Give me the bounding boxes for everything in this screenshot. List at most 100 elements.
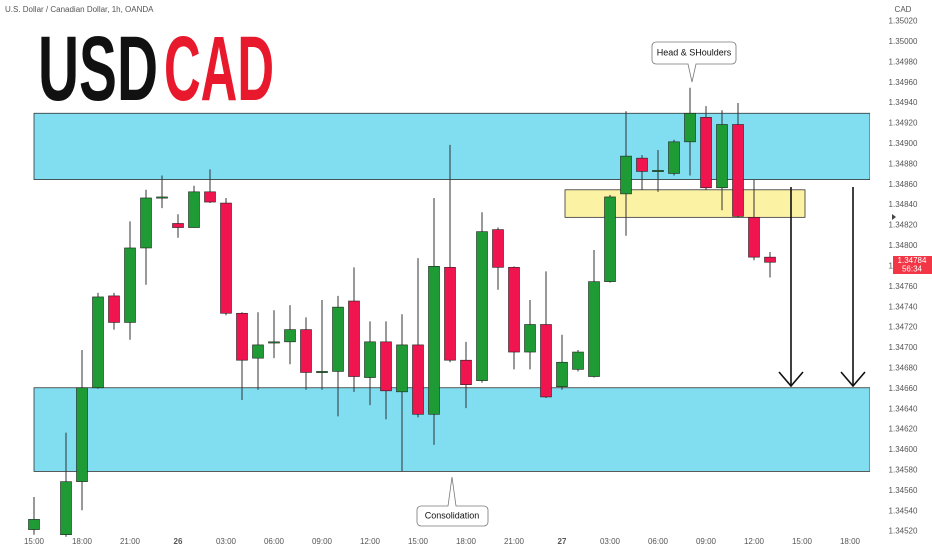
x-tick-label: 18:00 (840, 537, 861, 546)
annotation-text: Head & SHoulders (657, 47, 732, 57)
y-tick-label: 1.34720 (889, 323, 918, 332)
y-tick-label: 1.34540 (889, 506, 918, 515)
y-tick-label: 1.34940 (889, 98, 918, 107)
candle-body (268, 341, 280, 344)
candle-body (220, 202, 232, 314)
candle-body (716, 124, 728, 189)
candle-body (140, 197, 152, 249)
candle-body (428, 266, 440, 415)
candle-body (300, 329, 312, 373)
x-tick-label: 26 (174, 537, 183, 546)
symbol-base: USD (38, 18, 158, 120)
y-tick-label: 1.34740 (889, 302, 918, 311)
x-tick-label: 27 (558, 537, 567, 546)
price-axis: 1.35020 1.35000 1.34980 1.34960 1.34940 1.349… (24, 17, 918, 547)
countdown: 56:34 (902, 265, 923, 274)
candle-body (556, 361, 568, 388)
candle-body (316, 371, 328, 373)
candle-body (700, 117, 712, 189)
x-tick-label: 12:00 (360, 537, 381, 546)
candle-body (508, 267, 520, 353)
y-tick-label: 1.34760 (889, 282, 918, 291)
y-tick-label: 1.34840 (889, 200, 918, 209)
target-arrows (778, 187, 866, 388)
candle-body (588, 281, 600, 377)
candle-body (444, 267, 456, 361)
candle-body (156, 196, 168, 199)
candle-body (412, 344, 424, 415)
y-tick-label: 1.34580 (889, 466, 918, 475)
y-tick-label: 1.34600 (889, 445, 918, 454)
y-tick-label: 1.34900 (889, 139, 918, 148)
candle-body (348, 300, 360, 377)
candle-body (620, 155, 632, 195)
y-tick-label: 1.34960 (889, 78, 918, 87)
axis-marker (892, 214, 896, 220)
candle-body (252, 344, 264, 359)
axis-currency: CAD (895, 5, 912, 14)
callout-box (651, 41, 737, 83)
candle-body (476, 231, 488, 381)
x-tick-label: 18:00 (72, 537, 93, 546)
candle-body (108, 295, 120, 323)
y-tick-label: 1.34560 (889, 486, 918, 495)
x-tick-label: 18:00 (456, 537, 477, 546)
candle-body (684, 112, 696, 143)
callout-box (416, 476, 489, 527)
y-tick-label: 1.34680 (889, 363, 918, 372)
chart-title: U.S. Dollar / Canadian Dollar, 1h, OANDA (5, 5, 154, 14)
candles (28, 87, 776, 537)
candle-body (284, 329, 296, 343)
x-tick-label: 15:00 (24, 537, 45, 546)
y-tick-label: 1.34860 (889, 180, 918, 189)
y-tick-label: 1.34640 (889, 404, 918, 413)
y-tick-label: 1.34880 (889, 159, 918, 168)
y-tick-label: 1.34820 (889, 221, 918, 230)
x-tick-label: 09:00 (312, 537, 333, 546)
candle-body (764, 256, 776, 263)
x-tick-label: 03:00 (600, 537, 621, 546)
last-price-tag: 1.34784 56:34 (893, 256, 932, 274)
candle-body (636, 157, 648, 172)
candle-body (540, 324, 552, 398)
candle-body (604, 196, 616, 282)
candle-body (572, 351, 584, 370)
candle-body (380, 341, 392, 392)
candle-body (236, 312, 248, 361)
candle-body (524, 324, 536, 353)
y-tick-label: 1.34920 (889, 119, 918, 128)
y-tick-label: 1.35020 (889, 17, 918, 26)
price-zone (33, 112, 870, 180)
x-tick-label: 15:00 (792, 537, 813, 546)
annotation-text: Consolidation (425, 510, 480, 520)
y-tick-label: 1.34700 (889, 343, 918, 352)
x-tick-label: 12:00 (744, 537, 765, 546)
zones (33, 112, 870, 472)
symbol-quote: CAD (164, 18, 274, 120)
x-tick-label: 21:00 (120, 537, 141, 546)
annotation-head-shoulders: Head & SHoulders (651, 41, 737, 83)
candle-body (204, 191, 216, 203)
price-zone (564, 189, 806, 218)
x-tick-label: 03:00 (216, 537, 237, 546)
candle-body (76, 387, 88, 482)
candle-body (460, 359, 472, 385)
candle-body (492, 229, 504, 268)
candle-body (172, 223, 184, 228)
arrow-head (778, 371, 804, 388)
y-tick-label: 1.34620 (889, 425, 918, 434)
price-zone (33, 387, 870, 472)
y-tick-label: 1.34980 (889, 57, 918, 66)
x-tick-label: 09:00 (696, 537, 717, 546)
x-tick-label: 06:00 (648, 537, 669, 546)
candle-body (732, 124, 744, 217)
candle-body (668, 141, 680, 174)
candle-body (92, 296, 104, 389)
y-tick-label: 1.34800 (889, 241, 918, 250)
x-tick-label: 15:00 (408, 537, 429, 546)
candle-body (652, 170, 664, 172)
candle-body (396, 344, 408, 393)
last-price: 1.34784 (898, 256, 927, 265)
